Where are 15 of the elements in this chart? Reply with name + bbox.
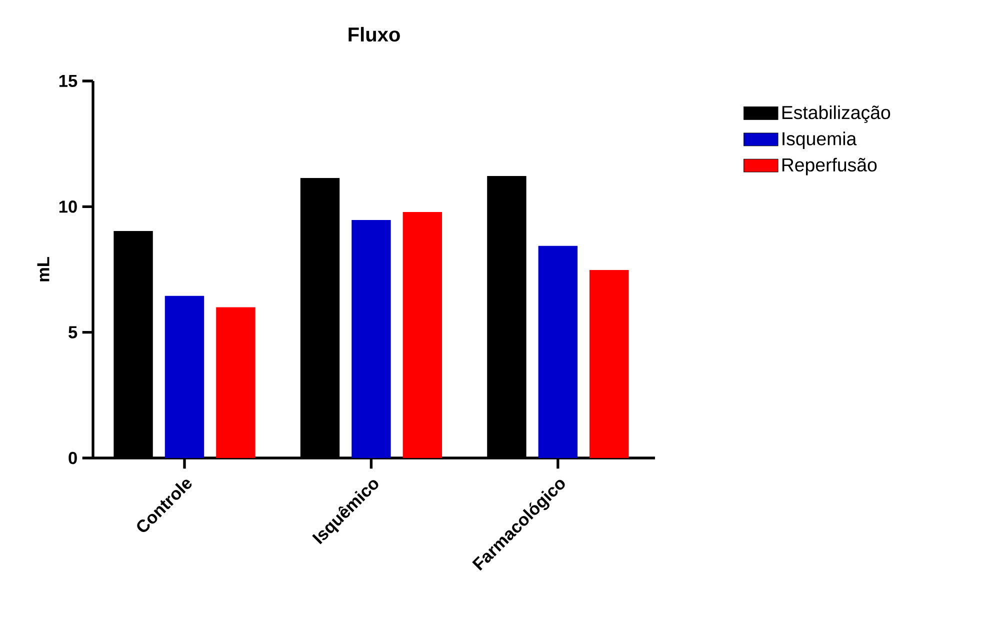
bar [164,296,204,458]
y-tick-label: 5 [68,326,78,338]
bar [352,220,391,458]
chart-title: Fluxo [348,26,400,42]
legend-label: Estabilização [782,105,890,123]
y-axis-title: mL [37,257,50,282]
legend-label: Isquemia [782,132,857,150]
bar [590,270,629,458]
y-tick-label: 10 [59,200,77,213]
bar [538,246,578,458]
y-tick-label: 0 [68,452,77,464]
bar [216,307,256,458]
bar [402,212,442,458]
legend-label: Reperfusão [782,158,877,176]
y-tick-label: 15 [59,74,78,88]
